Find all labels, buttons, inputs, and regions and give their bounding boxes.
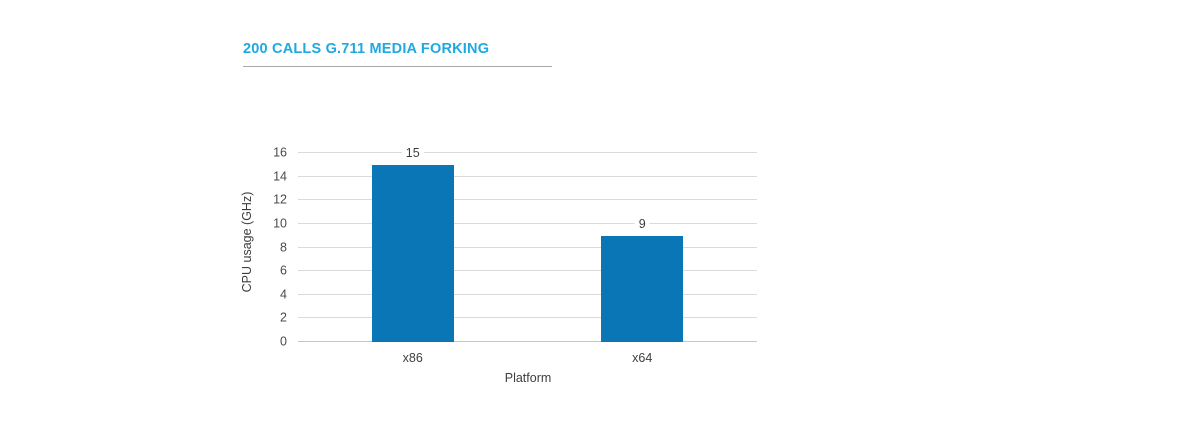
gridline [298, 317, 757, 319]
title-underline [243, 66, 552, 67]
y-tick-label: 16 [273, 145, 287, 160]
gridline [298, 293, 757, 295]
gridline [298, 270, 757, 272]
x-tick-label-x86: x86 [402, 351, 423, 365]
value-label-x86: 15 [401, 145, 424, 160]
y-axis-title: CPU usage (GHz) [240, 191, 254, 293]
y-tick-label: 0 [280, 334, 287, 349]
plot-area: 15 x86 9 x64 [298, 145, 757, 365]
gridline [298, 152, 757, 153]
gridline [298, 222, 757, 224]
chart-title: 200 CALLS G.711 MEDIA FORKING [243, 41, 490, 57]
y-axis-tick-labels: 0 2 4 6 8 10 12 14 16 [255, 146, 287, 348]
bar-x64 [601, 235, 684, 342]
gridline [298, 341, 757, 342]
y-tick-label: 2 [280, 310, 287, 325]
y-tick-label: 6 [280, 263, 287, 278]
y-tick-label: 4 [280, 287, 287, 302]
y-tick-label: 14 [273, 169, 287, 184]
gridline [298, 175, 757, 177]
gridline [298, 199, 757, 201]
bar-x86 [371, 164, 454, 342]
y-tick-label: 8 [280, 240, 287, 254]
x-axis-title: Platform [504, 371, 552, 385]
y-tick-label: 12 [273, 192, 287, 207]
value-label-x64: 9 [634, 216, 650, 231]
x-tick-label-x64: x64 [632, 351, 653, 365]
y-tick-label: 10 [273, 216, 287, 231]
gridline [298, 246, 757, 248]
